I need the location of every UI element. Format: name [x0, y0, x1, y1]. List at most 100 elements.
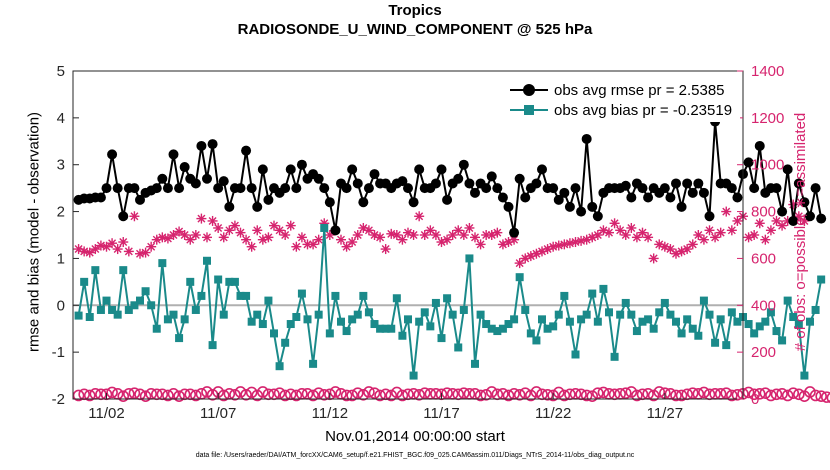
possible-point — [541, 388, 554, 401]
bias-point — [314, 310, 323, 319]
rmse-point — [771, 183, 782, 194]
bias-point — [437, 334, 446, 343]
bias-point — [214, 275, 223, 284]
bias-point — [448, 310, 457, 319]
rmse-point — [799, 197, 810, 208]
bias-point — [694, 331, 703, 340]
assimilated-point — [280, 230, 291, 240]
series-bias — [74, 223, 826, 380]
bias-point — [275, 362, 284, 371]
possible-point — [793, 388, 805, 401]
bias-point — [806, 317, 814, 326]
y-tick-label-left: -1 — [52, 344, 65, 361]
bias-point — [247, 317, 256, 326]
asterisk-stroke — [649, 254, 658, 263]
rmse-point — [179, 162, 190, 173]
possible-point — [357, 388, 370, 401]
rmse-point — [341, 183, 352, 194]
rmse-point — [453, 173, 464, 184]
possible-point — [480, 388, 492, 401]
possible-point — [502, 389, 515, 402]
y-tick-label-left: -2 — [52, 391, 65, 408]
rmse-point — [129, 183, 140, 194]
possible-point — [686, 387, 699, 399]
rmse-point — [190, 178, 201, 189]
bias-point — [141, 287, 150, 296]
rmse-point — [285, 164, 296, 175]
bias-point — [320, 223, 329, 232]
rmse-point — [174, 183, 185, 194]
bias-point — [649, 324, 658, 333]
rmse-point — [754, 140, 765, 151]
bias-point — [130, 301, 139, 310]
bias-point — [465, 254, 474, 263]
asterisk-stroke — [565, 239, 574, 248]
rmse-point — [486, 171, 497, 182]
y-tick-label-left: 4 — [57, 110, 65, 127]
bias-point — [722, 341, 731, 350]
possible-point — [201, 386, 213, 398]
rmse-point — [576, 206, 587, 217]
bias-point — [331, 291, 340, 300]
rmse-point — [793, 178, 804, 189]
possible-point — [458, 387, 470, 399]
bias-point — [404, 315, 412, 324]
bias-point — [655, 308, 664, 317]
possible-point — [787, 387, 800, 399]
assimilated-point — [190, 230, 201, 240]
assimilated-point — [352, 230, 363, 240]
legend-bias-marker — [524, 105, 534, 115]
rmse-point — [587, 201, 598, 212]
asterisk-stroke — [454, 226, 463, 235]
bias-point — [510, 315, 519, 324]
bias-point — [113, 310, 122, 319]
asterisk-stroke — [699, 235, 708, 244]
rmse-point — [470, 187, 480, 198]
bias-point — [627, 310, 636, 319]
bias-point — [750, 329, 759, 338]
y-tick-label-left: 2 — [57, 204, 65, 221]
rmse-point — [637, 183, 648, 194]
rmse-point — [118, 211, 129, 222]
assimilated-point — [609, 218, 620, 229]
asterisk-stroke — [404, 228, 412, 237]
figure-subtitle: RADIOSONDE_U_WIND_COMPONENT @ 525 hPa — [237, 21, 593, 38]
y-tick-label-left: 0 — [57, 297, 65, 314]
assimilated-point — [620, 230, 631, 240]
possible-point — [474, 389, 487, 402]
rmse-point — [665, 192, 676, 203]
asterisk-stroke — [130, 212, 139, 221]
possible-point — [619, 387, 632, 399]
y-tick-label-right: 0 — [751, 391, 759, 408]
bias-point — [186, 277, 195, 286]
asterisk-stroke — [381, 245, 390, 254]
asterisk-stroke — [465, 223, 474, 232]
possible-point — [217, 389, 230, 402]
possible-point — [346, 389, 358, 402]
y-axis-label-right: # of obs: o=possible; ∗=assimilated — [792, 112, 809, 352]
rmse-point — [157, 173, 168, 184]
asterisk-stroke — [314, 235, 323, 244]
y-tick-label-right: 400 — [751, 297, 776, 314]
asterisk-stroke — [772, 216, 781, 225]
bias-point — [817, 275, 826, 284]
possible-point — [441, 387, 453, 399]
bias-point — [783, 296, 792, 305]
rmse-point — [726, 183, 737, 194]
assimilated-point — [626, 222, 637, 233]
bias-point — [381, 324, 390, 333]
possible-point — [139, 390, 152, 402]
possible-point — [580, 389, 593, 402]
assimilated-point — [715, 227, 726, 238]
asterisk-stroke — [571, 238, 580, 247]
bias-point — [794, 320, 803, 329]
bias-point — [292, 313, 301, 321]
possible-point — [190, 389, 202, 402]
assimilated-point — [101, 241, 112, 252]
bias-point — [605, 308, 613, 317]
assimilated-point — [408, 230, 419, 240]
possible-point — [586, 390, 599, 402]
y-tick-label-left: 1 — [57, 250, 65, 267]
rmse-point — [570, 183, 581, 194]
bias-point — [124, 305, 133, 314]
